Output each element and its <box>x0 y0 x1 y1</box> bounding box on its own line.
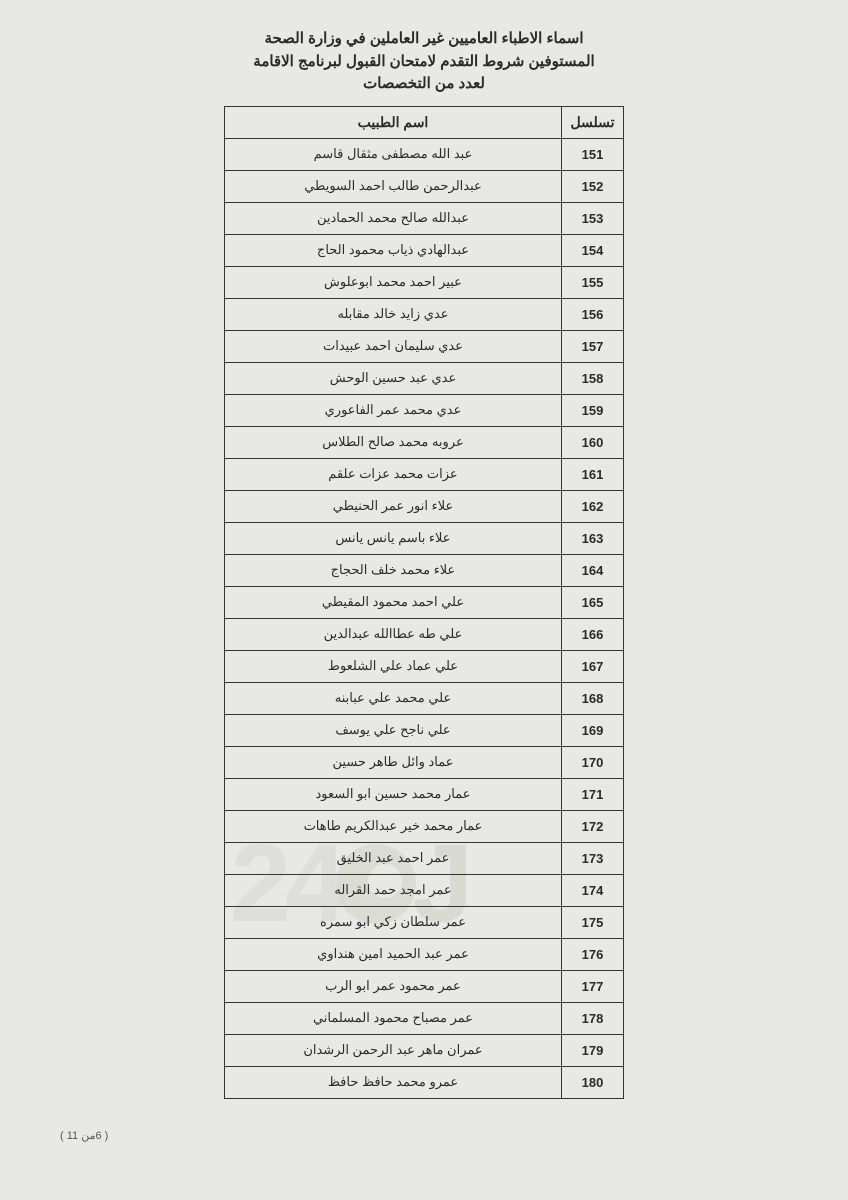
cell-seq: 170 <box>562 746 624 778</box>
header-line-1: اسماء الاطباء العاميين غير العاملين في و… <box>0 28 848 51</box>
cell-name: عمار محمد خير عبدالكريم طاهات <box>225 810 562 842</box>
table-row: 164علاء محمد خلف الحجاج <box>225 554 624 586</box>
cell-name: عمران ماهر عبد الرحمن الرشدان <box>225 1034 562 1066</box>
cell-seq: 152 <box>562 170 624 202</box>
table-row: 166علي طه عطاالله عبدالدين <box>225 618 624 650</box>
cell-seq: 154 <box>562 234 624 266</box>
cell-seq: 156 <box>562 298 624 330</box>
cell-seq: 175 <box>562 906 624 938</box>
table-row: 151عبد الله مصطفى مثقال قاسم <box>225 138 624 170</box>
table-row: 162علاء انور عمر الحنيطي <box>225 490 624 522</box>
cell-seq: 172 <box>562 810 624 842</box>
cell-name: عمرو محمد حافظ حافظ <box>225 1066 562 1098</box>
table-row: 156عدي زايد خالد مقابله <box>225 298 624 330</box>
cell-seq: 174 <box>562 874 624 906</box>
cell-name: عبدالله صالح محمد الحمادين <box>225 202 562 234</box>
table-row: 160عروبه محمد صالح الطلاس <box>225 426 624 458</box>
cell-name: عماد وائل طاهر حسين <box>225 746 562 778</box>
cell-seq: 173 <box>562 842 624 874</box>
page-number: ( 6من 11 ) <box>60 1129 108 1142</box>
cell-name: عدي عبد حسين الوحش <box>225 362 562 394</box>
table-row: 154عبدالهادي ذياب محمود الحاج <box>225 234 624 266</box>
cell-name: علي احمد محمود المقيطي <box>225 586 562 618</box>
table-row: 165علي احمد محمود المقيطي <box>225 586 624 618</box>
table-row: 180عمرو محمد حافظ حافظ <box>225 1066 624 1098</box>
cell-name: عبدالهادي ذياب محمود الحاج <box>225 234 562 266</box>
cell-seq: 169 <box>562 714 624 746</box>
cell-name: عمر محمود عمر ابو الرب <box>225 970 562 1002</box>
cell-seq: 176 <box>562 938 624 970</box>
table-row: 174عمر امجد حمد القراله <box>225 874 624 906</box>
cell-seq: 153 <box>562 202 624 234</box>
header-line-3: لعدد من التخصصات <box>0 73 848 96</box>
cell-name: علاء باسم يانس يانس <box>225 522 562 554</box>
table-row: 177عمر محمود عمر ابو الرب <box>225 970 624 1002</box>
cell-seq: 166 <box>562 618 624 650</box>
cell-seq: 180 <box>562 1066 624 1098</box>
cell-seq: 168 <box>562 682 624 714</box>
cell-seq: 157 <box>562 330 624 362</box>
table-row: 152عبدالرحمن طالب احمد السويطي <box>225 170 624 202</box>
cell-name: عبد الله مصطفى مثقال قاسم <box>225 138 562 170</box>
cell-name: عدي محمد عمر الفاعوري <box>225 394 562 426</box>
cell-seq: 177 <box>562 970 624 1002</box>
cell-seq: 155 <box>562 266 624 298</box>
cell-name: عمر عبد الحميد امين هنداوي <box>225 938 562 970</box>
cell-seq: 171 <box>562 778 624 810</box>
table-row: 172عمار محمد خير عبدالكريم طاهات <box>225 810 624 842</box>
cell-seq: 158 <box>562 362 624 394</box>
cell-seq: 178 <box>562 1002 624 1034</box>
cell-name: عروبه محمد صالح الطلاس <box>225 426 562 458</box>
doctors-table: تسلسل اسم الطبيب 151عبد الله مصطفى مثقال… <box>224 106 624 1099</box>
table-row: 178عمر مصباح محمود المسلماني <box>225 1002 624 1034</box>
cell-name: عبير احمد محمد ابوعلوش <box>225 266 562 298</box>
table-row: 153عبدالله صالح محمد الحمادين <box>225 202 624 234</box>
cell-seq: 161 <box>562 458 624 490</box>
table-row: 170عماد وائل طاهر حسين <box>225 746 624 778</box>
cell-name: عمر احمد عبد الخليق <box>225 842 562 874</box>
cell-name: علاء محمد خلف الحجاج <box>225 554 562 586</box>
column-name: اسم الطبيب <box>225 106 562 138</box>
table-row: 161عزات محمد عزات علقم <box>225 458 624 490</box>
page-header: اسماء الاطباء العاميين غير العاملين في و… <box>0 28 848 96</box>
table-row: 155عبير احمد محمد ابوعلوش <box>225 266 624 298</box>
table-header-row: تسلسل اسم الطبيب <box>225 106 624 138</box>
table-row: 158عدي عبد حسين الوحش <box>225 362 624 394</box>
cell-seq: 151 <box>562 138 624 170</box>
table-row: 175عمر سلطان زكي ابو سمره <box>225 906 624 938</box>
cell-name: علي طه عطاالله عبدالدين <box>225 618 562 650</box>
header-line-2: المستوفين شروط التقدم لامتحان القبول لبر… <box>0 51 848 74</box>
cell-seq: 163 <box>562 522 624 554</box>
cell-name: عزات محمد عزات علقم <box>225 458 562 490</box>
table-row: 176عمر عبد الحميد امين هنداوي <box>225 938 624 970</box>
cell-name: عمر امجد حمد القراله <box>225 874 562 906</box>
cell-name: علي عماد علي الشلعوط <box>225 650 562 682</box>
table-row: 157عدي سليمان احمد عبيدات <box>225 330 624 362</box>
cell-name: علي ناجح علي يوسف <box>225 714 562 746</box>
cell-seq: 159 <box>562 394 624 426</box>
cell-seq: 167 <box>562 650 624 682</box>
table-row: 173عمر احمد عبد الخليق <box>225 842 624 874</box>
table-row: 171عمار محمد حسين ابو السعود <box>225 778 624 810</box>
cell-seq: 165 <box>562 586 624 618</box>
cell-name: عبدالرحمن طالب احمد السويطي <box>225 170 562 202</box>
cell-name: عمر مصباح محمود المسلماني <box>225 1002 562 1034</box>
table-row: 159عدي محمد عمر الفاعوري <box>225 394 624 426</box>
table-row: 179عمران ماهر عبد الرحمن الرشدان <box>225 1034 624 1066</box>
cell-name: عدي سليمان احمد عبيدات <box>225 330 562 362</box>
cell-name: عمر سلطان زكي ابو سمره <box>225 906 562 938</box>
cell-name: علاء انور عمر الحنيطي <box>225 490 562 522</box>
cell-seq: 179 <box>562 1034 624 1066</box>
cell-seq: 164 <box>562 554 624 586</box>
cell-name: عدي زايد خالد مقابله <box>225 298 562 330</box>
column-seq: تسلسل <box>562 106 624 138</box>
cell-seq: 162 <box>562 490 624 522</box>
table-row: 163علاء باسم يانس يانس <box>225 522 624 554</box>
cell-name: علي محمد علي عبابنه <box>225 682 562 714</box>
table-row: 167علي عماد علي الشلعوط <box>225 650 624 682</box>
cell-seq: 160 <box>562 426 624 458</box>
cell-name: عمار محمد حسين ابو السعود <box>225 778 562 810</box>
table-row: 168علي محمد علي عبابنه <box>225 682 624 714</box>
table-row: 169علي ناجح علي يوسف <box>225 714 624 746</box>
